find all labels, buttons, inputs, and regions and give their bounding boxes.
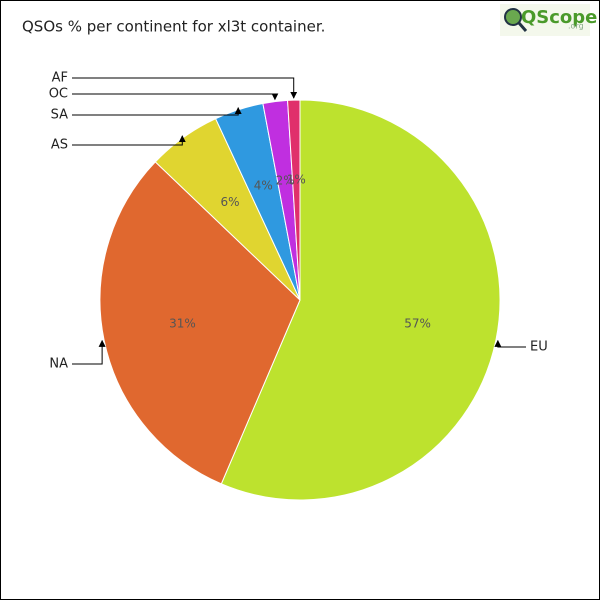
category-label: AS <box>51 138 68 153</box>
category-label: AF <box>52 71 68 86</box>
pie-slice <box>287 99 301 301</box>
leader-line <box>72 93 279 101</box>
value-label: 2% <box>276 173 295 187</box>
logo: QScope .org <box>500 4 597 36</box>
leader-line <box>72 77 298 99</box>
leader-line <box>72 106 242 116</box>
category-label: NA <box>49 357 68 372</box>
logo-text: QScope <box>521 7 597 28</box>
value-label: 1% <box>287 173 306 187</box>
value-label: 6% <box>221 195 240 209</box>
category-label: SA <box>51 108 68 123</box>
category-label: EU <box>530 340 548 355</box>
logo-icon <box>504 8 522 26</box>
value-label: 57% <box>404 317 431 331</box>
leader-line <box>494 339 526 348</box>
leader-line <box>72 339 106 365</box>
chart-title: QSOs % per continent for xl3t container. <box>22 18 325 36</box>
logo-icon-handle <box>517 22 528 32</box>
logo-suffix: .org <box>568 22 584 31</box>
category-label: OC <box>49 87 68 102</box>
leader-line <box>72 135 186 146</box>
value-label: 4% <box>254 178 273 192</box>
value-label: 31% <box>169 317 196 331</box>
